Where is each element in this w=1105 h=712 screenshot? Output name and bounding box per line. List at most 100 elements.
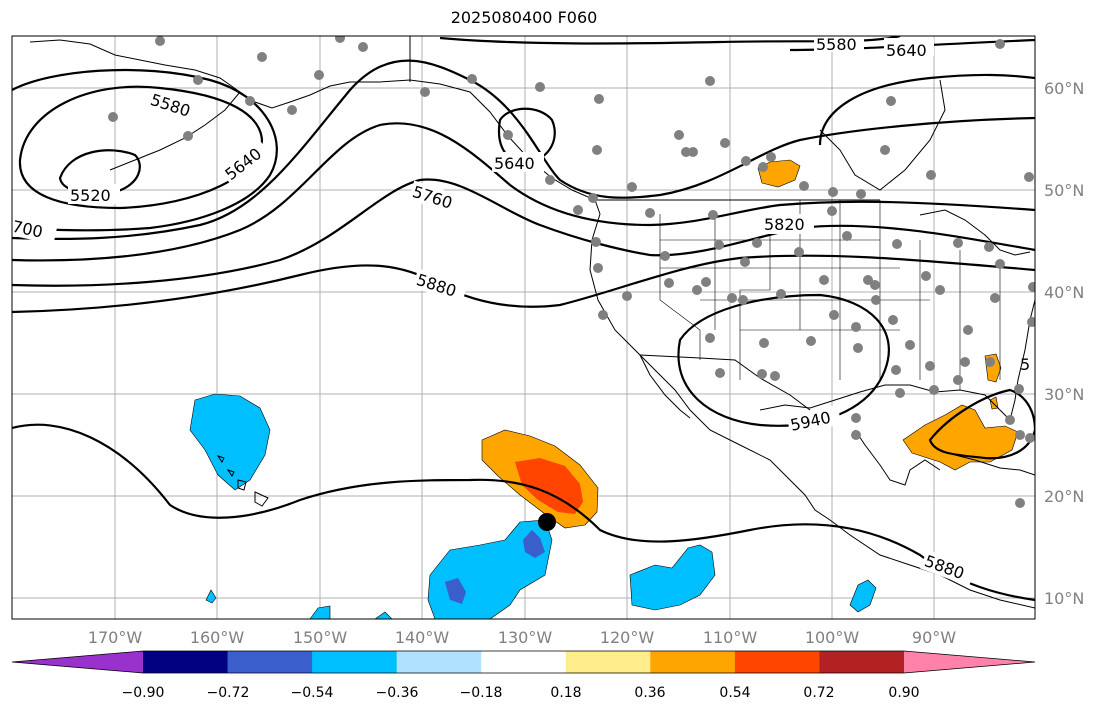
lon-label: 90°W [912, 628, 956, 647]
contour-label: 5640 [886, 41, 927, 60]
station-dot [799, 181, 809, 191]
station-dot [828, 187, 838, 197]
contour-label: 5820 [764, 215, 805, 234]
lon-label: 110°W [703, 628, 758, 647]
station-dot [591, 237, 601, 247]
lat-label: 10°N [1044, 589, 1084, 608]
station-dot [714, 240, 724, 250]
station-dot [871, 295, 881, 305]
station-dot [953, 375, 963, 385]
station-dot [863, 275, 873, 285]
storm-center-marker [538, 513, 556, 531]
positive-area-northern-plains [757, 159, 801, 188]
station-dot [842, 231, 852, 241]
station-dot [892, 239, 902, 249]
station-dot [674, 130, 684, 140]
state-borders [659, 200, 1001, 390]
station-dot [770, 371, 780, 381]
colorbar-tick: 0.18 [550, 685, 581, 701]
station-dot [1015, 498, 1025, 508]
contour-5880-south [12, 423, 1035, 602]
station-dot [851, 322, 861, 332]
station-dot [708, 210, 718, 220]
contour-upper-right [818, 73, 1035, 146]
hudson-coast [819, 79, 946, 191]
colorbar-segment [734, 651, 820, 673]
colorbar-segment [312, 651, 398, 673]
station-dot [891, 365, 901, 375]
colorbar-segment [396, 651, 482, 673]
latitude-labels: 60°N 50°N 40°N 30°N 20°N 10°N [1044, 79, 1084, 608]
station-dot [358, 42, 368, 52]
station-dot [984, 242, 994, 252]
negative-area-east-pacific [849, 579, 877, 613]
station-dot [588, 193, 598, 203]
colorbar-tick: −0.18 [460, 685, 503, 701]
longitude-labels: 170°W 160°W 150°W 140°W 130°W 120°W 110°… [88, 628, 956, 647]
station-dot [990, 293, 1000, 303]
contour-5880-north [12, 254, 1035, 314]
station-dot [963, 325, 973, 335]
lat-label: 30°N [1044, 385, 1084, 404]
colorbar-outline [11, 650, 1036, 674]
station-dot [681, 147, 691, 157]
strong-positive-area-offshore [515, 458, 583, 514]
station-dot [1025, 433, 1035, 443]
colorbar-segment [12, 651, 143, 673]
negative-area-small-3 [374, 611, 393, 619]
station-dot [953, 238, 963, 248]
station-dot [995, 39, 1005, 49]
station-dot [593, 263, 603, 273]
station-dot [794, 247, 804, 257]
lon-label: 130°W [498, 628, 553, 647]
station-dot [985, 357, 995, 367]
lat-label: 40°N [1044, 283, 1084, 302]
colorbar-tick: −0.72 [207, 685, 250, 701]
map-title: 2025080400 F060 [450, 8, 598, 27]
hawaiian-islands [216, 455, 269, 507]
contour-5580-west [18, 85, 264, 210]
station-dot [627, 182, 637, 192]
station-dot [335, 36, 345, 43]
station-dot [598, 310, 608, 320]
strong-negative-area-1 [523, 530, 545, 558]
station-dot [776, 289, 786, 299]
station-dot [155, 36, 165, 46]
colorbar-tick: −0.90 [122, 685, 165, 701]
station-dot [622, 291, 632, 301]
station-dot [856, 189, 866, 199]
contour-label: 5520 [70, 186, 111, 205]
station-dot [741, 156, 751, 166]
colorbar-tick: 0.54 [719, 685, 750, 701]
station-dot [467, 74, 477, 84]
negative-area-small-2 [309, 605, 331, 619]
station-dot [827, 206, 837, 216]
contour-label: 5 [1020, 355, 1030, 374]
station-dot [688, 147, 698, 157]
negative-area-small-1 [205, 589, 217, 604]
station-dot [245, 96, 255, 106]
station-dot [594, 94, 604, 104]
colorbar-segment [227, 651, 313, 673]
baja-peninsula [639, 354, 691, 419]
station-dot [660, 251, 670, 261]
station-dot [740, 257, 750, 267]
station-dot [926, 170, 936, 180]
mexico-us-border [639, 354, 811, 411]
station-dot [1005, 415, 1015, 425]
station-dot [705, 76, 715, 86]
station-dot [925, 361, 935, 371]
station-dot [960, 357, 970, 367]
lon-label: 160°W [190, 628, 245, 647]
station-dot [758, 162, 768, 172]
station-dot [257, 52, 267, 62]
station-dot [738, 295, 748, 305]
us-west-coast [589, 213, 1035, 609]
lon-label: 100°W [805, 628, 860, 647]
station-dot [545, 175, 555, 185]
station-dot [183, 131, 193, 141]
station-dot [886, 96, 896, 106]
station-dot [829, 310, 839, 320]
station-dot [287, 105, 297, 115]
contour-label: 5580 [816, 35, 857, 54]
